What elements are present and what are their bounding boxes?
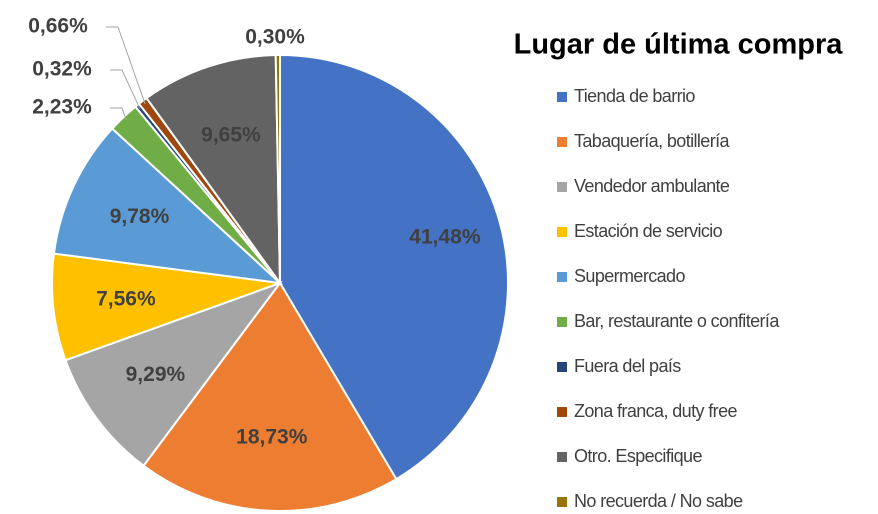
- pie-slice: [142, 281, 398, 512]
- data-label: 0,66%: [28, 15, 88, 38]
- legend-label: Fuera del país: [574, 356, 681, 376]
- data-label: 18,73%: [236, 425, 308, 448]
- legend-label: Bar, restaurante o confitería: [574, 311, 780, 331]
- legend-label: Supermercado: [574, 266, 685, 286]
- leader-line: [110, 107, 127, 121]
- data-label: 0,32%: [32, 58, 92, 81]
- data-label: 9,29%: [126, 363, 186, 386]
- chart-title: Lugar de última compra: [514, 29, 844, 61]
- legend-swatch: [557, 92, 567, 102]
- legend-label: No recuerda / No sabe: [574, 491, 743, 511]
- legend-label: Tienda de barrio: [574, 86, 695, 106]
- data-label: 41,48%: [409, 225, 481, 248]
- leader-line: [106, 26, 146, 105]
- legend-swatch: [557, 182, 567, 192]
- legend-swatch: [557, 362, 567, 372]
- legend-swatch: [557, 497, 567, 507]
- legend-label: Otro. Especifique: [574, 446, 702, 466]
- legend-swatch: [557, 317, 567, 327]
- legend-swatch: [557, 407, 567, 417]
- legend-swatch: [557, 137, 567, 147]
- data-label: 9,78%: [110, 205, 170, 228]
- legend-label: Vendedor ambulante: [574, 176, 730, 196]
- data-label: 9,65%: [201, 123, 261, 146]
- legend-swatch: [557, 452, 567, 462]
- pie-slice: [51, 252, 281, 362]
- legend-swatch: [557, 227, 567, 237]
- data-label: 7,56%: [96, 287, 156, 310]
- pie-slice: [52, 127, 283, 285]
- pie-slice: [279, 53, 509, 481]
- data-label: 0,30%: [245, 26, 305, 49]
- pie-slice: [274, 53, 281, 284]
- legend-swatch: [557, 272, 567, 282]
- legend-label: Zona franca, duty free: [574, 401, 737, 421]
- legend-label: Tabaquería, botillería: [574, 131, 730, 151]
- data-label: 2,23%: [32, 96, 92, 119]
- legend-label: Estación de servicio: [574, 221, 723, 241]
- pie-slice: [145, 54, 282, 287]
- leader-line: [110, 69, 141, 109]
- pie-slice: [64, 280, 283, 468]
